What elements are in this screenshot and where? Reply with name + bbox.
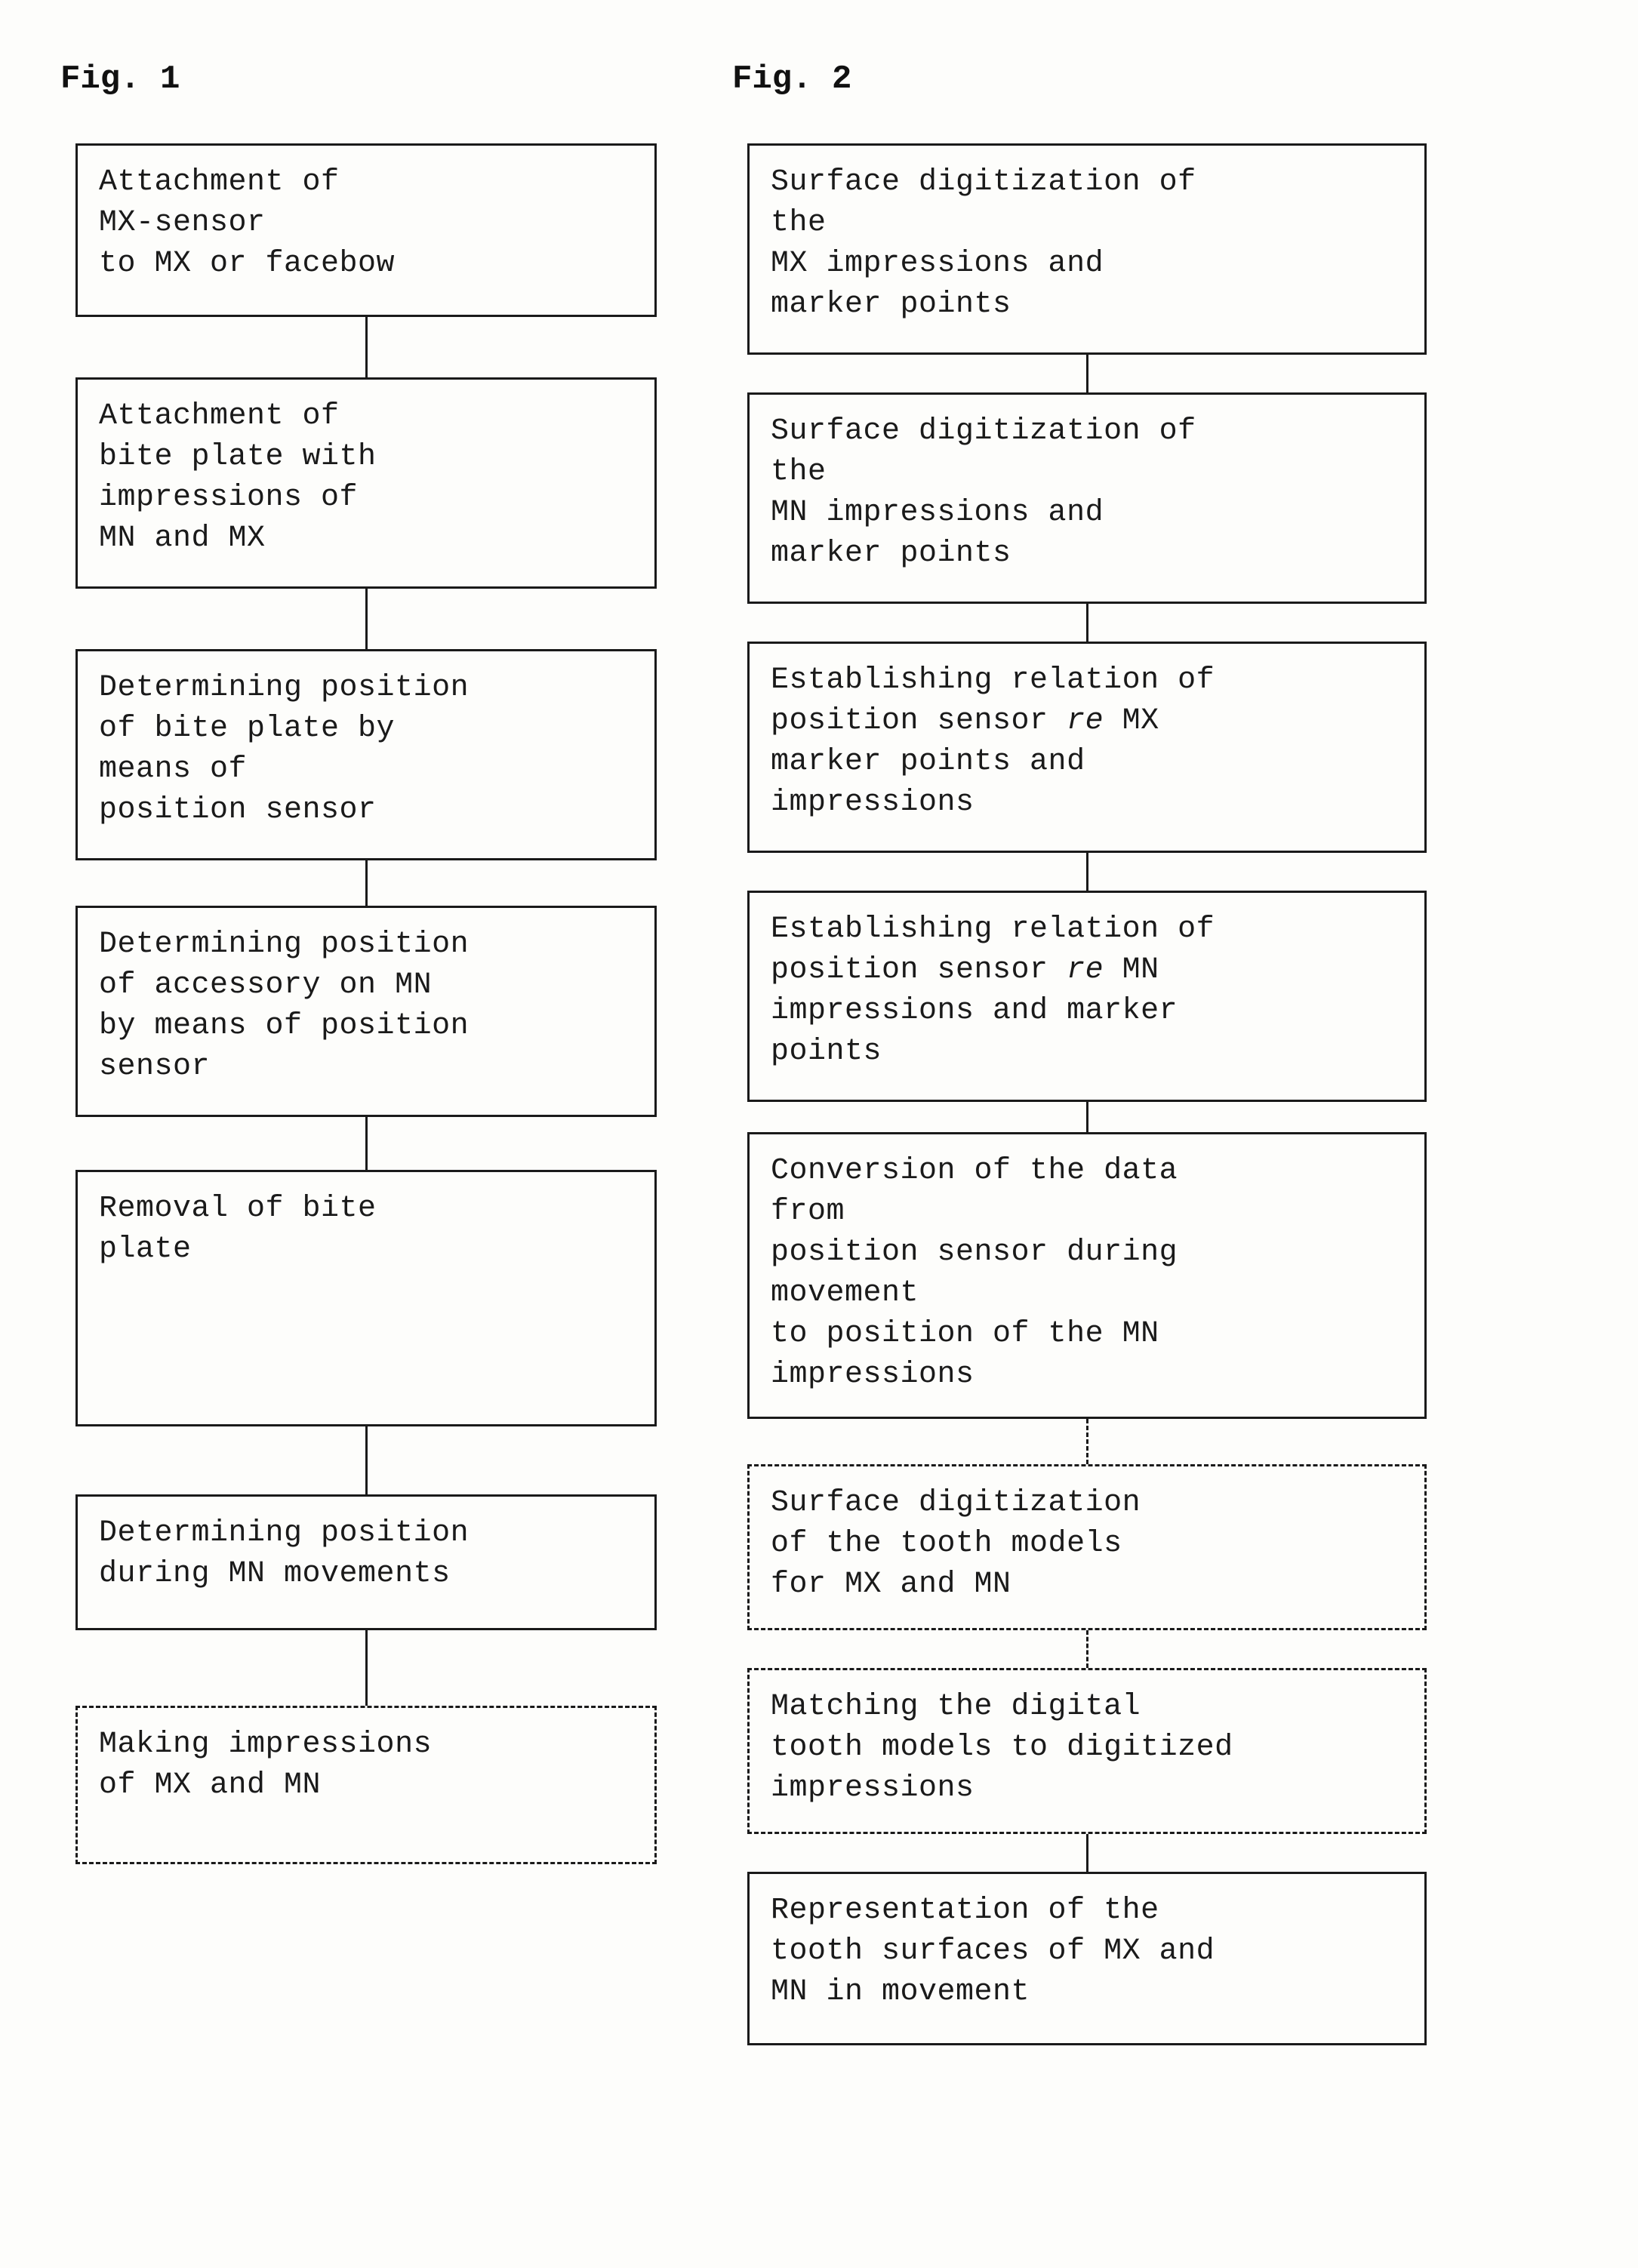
flowchart-box: Surface digitization oftheMX impressions…	[747, 143, 1427, 355]
columns-wrapper: Fig. 1 Attachment ofMX-sensorto MX or fa…	[75, 60, 1563, 2045]
flowchart-box: Removal of biteplate	[75, 1170, 657, 1426]
flowchart-connector	[1086, 355, 1088, 392]
flowchart-box: Representation of thetooth surfaces of M…	[747, 1872, 1427, 2045]
flowchart-box: Making impressionsof MX and MN	[75, 1706, 657, 1864]
flowchart-connector	[1086, 1419, 1088, 1464]
flowchart-box: Attachment ofMX-sensorto MX or facebow	[75, 143, 657, 317]
flowchart-connector	[1086, 1834, 1088, 1872]
flowchart-box: Determining positionduring MN movements	[75, 1494, 657, 1630]
flowchart-connector	[365, 860, 368, 906]
fig1-label: Fig. 1	[60, 60, 180, 98]
flowchart-box: Conversion of the datafromposition senso…	[747, 1132, 1427, 1419]
flowchart-box: Surface digitizationof the tooth modelsf…	[747, 1464, 1427, 1630]
fig2-label: Fig. 2	[732, 60, 851, 98]
flowchart-connector	[1086, 1102, 1088, 1132]
italic-text: re	[1067, 704, 1104, 738]
italic-text: re	[1067, 953, 1104, 987]
flowchart-box: Establishing relation ofposition sensor …	[747, 642, 1427, 853]
fig1-column: Fig. 1 Attachment ofMX-sensorto MX or fa…	[75, 60, 657, 1864]
flowchart-box: Attachment ofbite plate withimpressions …	[75, 377, 657, 589]
flowchart-box: Surface digitization oftheMN impressions…	[747, 392, 1427, 604]
flowchart-connector	[365, 589, 368, 649]
fig2-column: Fig. 2 Surface digitization oftheMX impr…	[747, 60, 1427, 2045]
flowchart-connector	[1086, 1630, 1088, 1668]
flowchart-connector	[1086, 604, 1088, 642]
flowchart-connector	[365, 1630, 368, 1706]
flowchart-connector	[1086, 853, 1088, 891]
flowchart-connector	[365, 317, 368, 377]
flowchart-connector	[365, 1426, 368, 1494]
flowchart-box: Matching the digitaltooth models to digi…	[747, 1668, 1427, 1834]
flowchart-connector	[365, 1117, 368, 1170]
flowchart-box: Determining positionof accessory on MNby…	[75, 906, 657, 1117]
flowchart-box: Determining positionof bite plate bymean…	[75, 649, 657, 860]
page: Fig. 1 Attachment ofMX-sensorto MX or fa…	[0, 0, 1638, 2268]
flowchart-box: Establishing relation ofposition sensor …	[747, 891, 1427, 1102]
